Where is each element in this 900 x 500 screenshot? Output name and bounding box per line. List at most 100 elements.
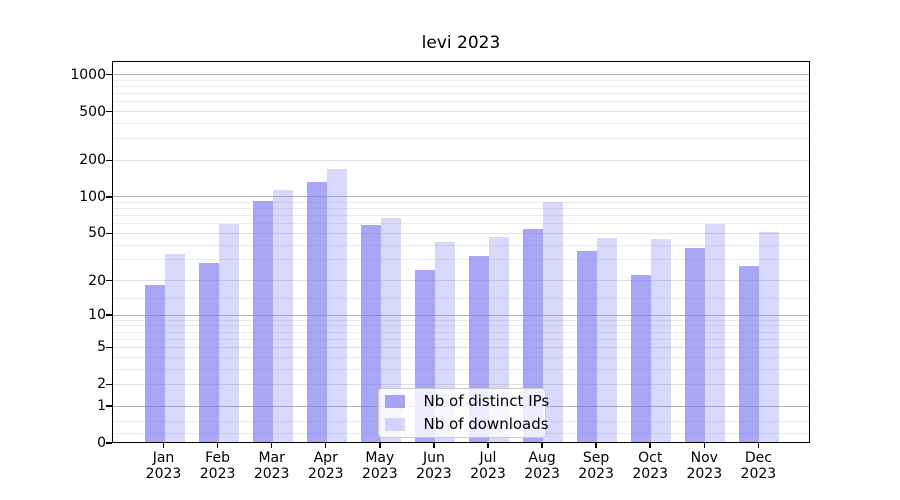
x-tick-mark-mar xyxy=(270,443,273,448)
x-tick-year: 2023 xyxy=(145,466,182,482)
x-tick-mark-feb xyxy=(216,443,219,448)
x-tick-month: Jun xyxy=(422,450,445,466)
x-tick-mark-sep xyxy=(595,443,597,448)
y-tick-label-50: 50 xyxy=(88,225,106,242)
x-tick-year: 2023 xyxy=(524,466,560,482)
x-tick-mark-may xyxy=(379,443,381,448)
x-tick-label-nov-2023: Nov 2023 xyxy=(669,450,739,482)
gridline-8 xyxy=(113,325,809,327)
bar-nb-of-downloads-jan-2023 xyxy=(164,254,185,442)
x-tick-year: 2023 xyxy=(686,466,723,482)
bar-nb-of-distinct-ips-apr-2023 xyxy=(306,182,327,442)
bar-nb-of-distinct-ips-jan-2023 xyxy=(144,285,165,442)
bar-nb-of-distinct-ips-sep-2023 xyxy=(577,250,598,442)
x-tick-label-feb-2023: Feb 2023 xyxy=(183,450,253,482)
bar-nb-of-distinct-ips-feb-2023 xyxy=(198,262,219,442)
y-tick-mark-10 xyxy=(106,314,112,316)
gridline-60 xyxy=(113,223,809,225)
y-tick-label-5: 5 xyxy=(97,339,106,356)
gridline-700 xyxy=(113,93,809,95)
x-tick-year: 2023 xyxy=(578,466,614,482)
x-tick-year: 2023 xyxy=(470,466,506,482)
y-tick-label-200: 200 xyxy=(79,152,106,169)
x-tick-label-oct-2023: Oct 2023 xyxy=(615,450,685,482)
gridline-1000 xyxy=(113,74,809,76)
gridline-5 xyxy=(113,346,809,348)
x-tick-year: 2023 xyxy=(361,466,398,482)
x-tick-label-dec-2023: Dec 2023 xyxy=(723,450,793,482)
x-tick-mark-jul xyxy=(487,443,489,448)
gridline-70 xyxy=(113,215,809,217)
gridline-600 xyxy=(113,101,809,103)
bar-nb-of-downloads-apr-2023 xyxy=(326,168,347,442)
bar-nb-of-distinct-ips-mar-2023 xyxy=(252,200,273,442)
x-tick-month: Jan xyxy=(152,450,175,466)
x-tick-mark-dec xyxy=(757,443,760,448)
gridline-6 xyxy=(113,338,809,340)
gridline-7 xyxy=(113,331,809,333)
x-tick-month: Mar xyxy=(258,450,285,466)
bar-nb-of-downloads-sep-2023 xyxy=(597,237,618,442)
gridline-9 xyxy=(113,319,809,321)
bar-nb-of-downloads-mar-2023 xyxy=(272,189,293,442)
x-tick-label-jul-2023: Jul 2023 xyxy=(453,450,523,482)
x-tick-month: May xyxy=(365,450,395,466)
gridline-900 xyxy=(113,79,809,81)
x-tick-mark-aug xyxy=(541,443,543,448)
x-tick-mark-nov xyxy=(703,443,706,448)
x-tick-mark-jan xyxy=(162,443,165,448)
legend-label-distinct-ips: Nb of distinct IPs xyxy=(423,391,550,410)
y-tick-label-1: 1 xyxy=(97,398,106,415)
y-tick-label-0: 0 xyxy=(97,435,106,451)
x-tick-year: 2023 xyxy=(253,466,290,482)
x-tick-month: Jul xyxy=(479,450,497,466)
y-tick-mark-5 xyxy=(106,346,112,349)
y-tick-label-500: 500 xyxy=(79,103,106,120)
legend-swatch-downloads xyxy=(384,417,405,431)
gridline-10 xyxy=(113,314,809,316)
y-tick-mark-50 xyxy=(106,232,112,235)
bar-nb-of-downloads-aug-2023 xyxy=(543,202,564,442)
bar-nb-of-distinct-ips-oct-2023 xyxy=(631,274,652,442)
legend: Nb of distinct IPs Nb of downloads xyxy=(377,387,549,438)
x-tick-label-jun-2023: Jun 2023 xyxy=(399,450,469,482)
x-tick-label-aug-2023: Aug 2023 xyxy=(507,450,577,482)
gridline-20 xyxy=(113,280,809,282)
gridline-2 xyxy=(113,383,809,385)
bars xyxy=(113,62,809,442)
x-tick-month: Nov xyxy=(690,450,718,466)
x-tick-label-mar-2023: Mar 2023 xyxy=(237,450,307,482)
gridline-4 xyxy=(113,356,809,358)
x-tick-year: 2023 xyxy=(199,466,236,482)
y-tick-mark-200 xyxy=(106,159,112,162)
bar-nb-of-downloads-may-2023 xyxy=(380,217,401,442)
gridline-30 xyxy=(113,259,809,261)
gridline-100 xyxy=(113,196,809,198)
y-tick-mark-0 xyxy=(106,442,112,444)
x-tick-month: Aug xyxy=(528,450,556,466)
y-tick-label-1000: 1000 xyxy=(70,66,106,83)
gridline-90 xyxy=(113,202,809,204)
bar-nb-of-distinct-ips-dec-2023 xyxy=(739,266,760,442)
x-tick-month: Apr xyxy=(313,450,338,466)
y-tick-label-10: 10 xyxy=(88,307,106,324)
legend-swatch-distinct-ips xyxy=(384,394,405,408)
y-tick-mark-2 xyxy=(106,383,112,386)
y-tick-label-20: 20 xyxy=(88,272,106,289)
x-tick-year: 2023 xyxy=(632,466,669,482)
x-tick-label-may-2023: May 2023 xyxy=(345,450,415,482)
x-tick-month: Dec xyxy=(744,450,772,466)
x-tick-month: Sep xyxy=(582,450,610,466)
gridline-200 xyxy=(113,159,809,161)
gridline-300 xyxy=(113,138,809,140)
y-tick-mark-1 xyxy=(106,405,112,407)
bar-nb-of-downloads-feb-2023 xyxy=(218,223,239,442)
bar-nb-of-downloads-dec-2023 xyxy=(759,232,780,442)
legend-label-downloads: Nb of downloads xyxy=(423,414,549,433)
gridline-40 xyxy=(113,244,809,246)
gridline-14 xyxy=(113,298,809,300)
gridline-500 xyxy=(113,111,809,113)
bar-nb-of-downloads-oct-2023 xyxy=(651,239,672,442)
x-tick-mark-jun xyxy=(433,443,435,448)
